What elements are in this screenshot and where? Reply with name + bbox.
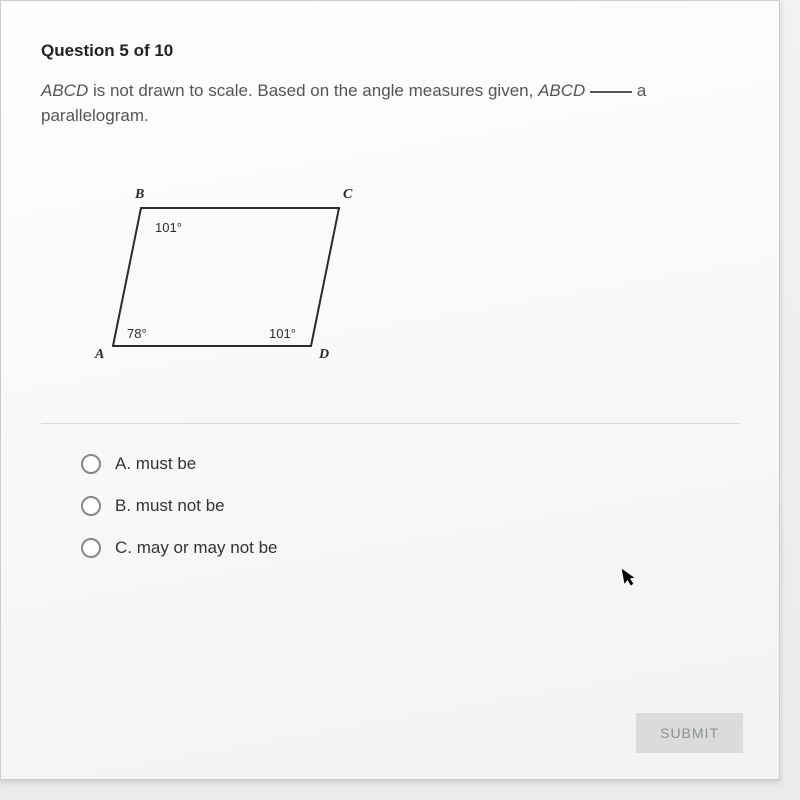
question-card: Question 5 of 10 ABCD is not drawn to sc… — [0, 0, 780, 780]
svg-text:B: B — [134, 187, 144, 202]
option-label: A. must be — [115, 454, 196, 474]
section-divider — [41, 423, 739, 424]
fill-blank — [590, 91, 632, 93]
prompt-italic-1: ABCD — [41, 81, 88, 100]
svg-text:78°: 78° — [127, 326, 147, 341]
answer-options: A. must be B. must not be C. may or may … — [81, 454, 739, 558]
mouse-cursor-icon — [621, 566, 641, 593]
svg-text:101°: 101° — [269, 326, 296, 341]
svg-text:101°: 101° — [155, 220, 182, 235]
option-b[interactable]: B. must not be — [81, 496, 739, 516]
option-a[interactable]: A. must be — [81, 454, 739, 474]
option-c[interactable]: C. may or may not be — [81, 538, 739, 558]
question-prompt: ABCD is not drawn to scale. Based on the… — [41, 79, 721, 128]
svg-text:A: A — [94, 347, 104, 362]
radio-icon — [81, 538, 101, 558]
figure-container: A B C D 101° 78° 101° — [81, 178, 739, 373]
option-label: B. must not be — [115, 496, 225, 516]
option-label: C. may or may not be — [115, 538, 278, 558]
submit-button[interactable]: SUBMIT — [636, 713, 743, 753]
svg-text:D: D — [318, 347, 329, 362]
prompt-text-1: is not drawn to scale. Based on the angl… — [88, 81, 538, 100]
radio-icon — [81, 496, 101, 516]
parallelogram-figure: A B C D 101° 78° 101° — [81, 178, 381, 368]
svg-text:C: C — [343, 187, 353, 202]
question-header: Question 5 of 10 — [41, 41, 739, 61]
radio-icon — [81, 454, 101, 474]
prompt-italic-2: ABCD — [538, 81, 585, 100]
